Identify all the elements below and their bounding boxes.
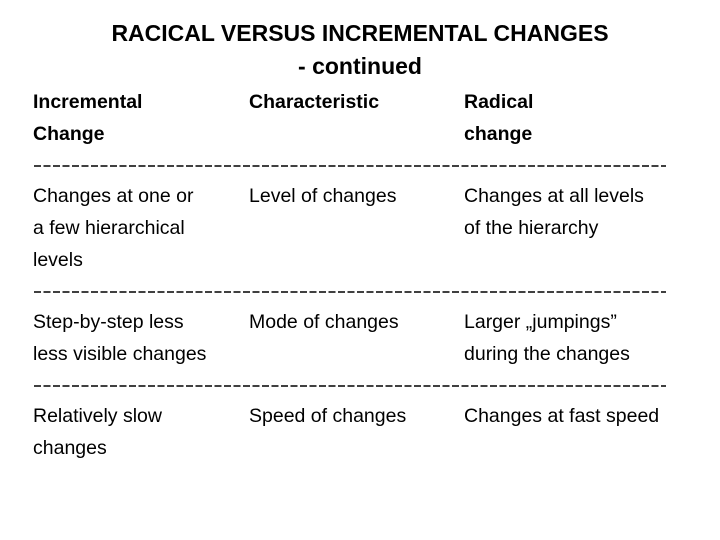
table-cell-text: less visible changes	[33, 343, 207, 365]
table-cell-text: during the changes	[464, 343, 630, 365]
table-cell-text: Changes at all levels	[464, 185, 644, 207]
dashed-separator	[34, 165, 666, 167]
slide-title: - continued	[298, 53, 422, 79]
table-cell-text: levels	[33, 249, 83, 271]
table-cell-text: Relatively slow	[33, 405, 162, 427]
table-cell-text: a few hierarchical	[33, 217, 185, 239]
dashed-separator	[34, 385, 666, 387]
table-cell-text: of the hierarchy	[464, 217, 599, 239]
table-cell-text: Changes at fast speed	[464, 405, 660, 427]
table-cell-text: Change	[33, 123, 105, 145]
table-cell-text: Step-by-step less	[33, 311, 184, 333]
table-cell-text: Speed of changes	[249, 405, 407, 427]
table-cell-text: Level of changes	[249, 185, 397, 207]
table-cell-text: Characteristic	[249, 91, 380, 113]
table-cell-text: Changes at one or	[33, 185, 194, 207]
dashed-separator	[34, 291, 666, 293]
table-cell-text: change	[464, 123, 533, 145]
table-cell-text: Radical	[464, 91, 534, 113]
table-cell-text: Larger „jumpings”	[464, 311, 617, 333]
table-cell-text: Mode of changes	[249, 311, 399, 333]
slide-title: RACICAL VERSUS INCREMENTAL CHANGES	[111, 20, 609, 46]
table-cell-text: Incremental	[33, 91, 143, 113]
table-cell-text: changes	[33, 437, 107, 459]
